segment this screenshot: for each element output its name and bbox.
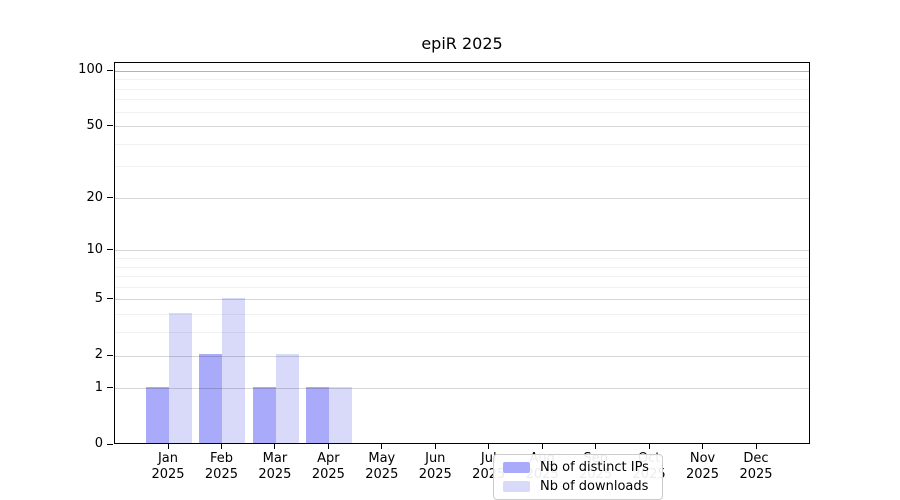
x-tick-dec	[755, 444, 757, 449]
x-tick-year-feb: 2025	[204, 467, 238, 482]
legend-label-downloads: Nb of downloads	[540, 479, 649, 495]
bar-mar-nb-of-downloads	[275, 354, 299, 443]
x-tick-label-apr: Apr 2025	[298, 451, 358, 483]
y-tick-label-5: 5	[94, 290, 103, 306]
x-tick-jul	[488, 444, 490, 449]
legend-label-distinct-ips: Nb of distinct IPs	[540, 459, 649, 475]
bar-feb-nb-of-downloads	[222, 297, 246, 443]
x-tick-nov	[702, 444, 704, 449]
x-tick-year-nov: 2025	[685, 467, 720, 482]
x-tick-label-dec: Dec 2025	[726, 451, 786, 483]
x-tick-label-feb: Feb 2025	[191, 451, 251, 483]
y-tick-label-50: 50	[86, 117, 103, 133]
y-tick-10	[107, 249, 113, 251]
x-tick-apr	[327, 444, 329, 449]
x-tick-year-apr: 2025	[311, 467, 345, 482]
x-tick-year-jun: 2025	[418, 467, 452, 482]
x-tick-mar	[274, 444, 276, 449]
x-tick-label-nov: Nov 2025	[673, 451, 733, 483]
x-tick-feb	[220, 444, 222, 449]
y-tick-20	[107, 197, 113, 199]
bar-apr-nb-of-downloads	[329, 386, 353, 443]
x-tick-may	[381, 444, 383, 449]
x-tick-year-dec: 2025	[739, 467, 773, 482]
y-tick-100	[107, 69, 113, 71]
chart-title: epiR 2025	[421, 34, 503, 53]
y-tick-5	[107, 298, 113, 300]
y-tick-0	[107, 443, 113, 445]
x-tick-month-jul: Jul	[480, 451, 497, 466]
bar-jan-nb-of-downloads	[169, 312, 192, 443]
x-tick-month-jan: Jan	[157, 451, 179, 466]
x-tick-month-feb: Feb	[209, 451, 233, 466]
x-tick-year-jan: 2025	[151, 467, 185, 482]
bar-feb-nb-of-distinct-ips	[199, 354, 223, 443]
x-tick-jun	[434, 444, 436, 449]
y-tick-50	[107, 125, 113, 127]
legend-swatch-downloads	[503, 481, 530, 493]
x-tick-label-jun: Jun 2025	[405, 451, 465, 483]
legend-item-downloads: Nb of downloads	[503, 479, 653, 496]
x-tick-label-jan: Jan 2025	[138, 451, 198, 483]
y-tick-label-20: 20	[86, 189, 103, 205]
x-tick-jan	[167, 444, 169, 449]
y-tick-label-10: 10	[86, 241, 103, 257]
x-tick-aug	[541, 444, 543, 449]
x-tick-sep	[595, 444, 597, 449]
x-tick-label-may: May 2025	[352, 451, 412, 483]
x-tick-month-dec: Dec	[743, 451, 769, 466]
y-tick-label-0: 0	[94, 436, 103, 451]
bar-mar-nb-of-distinct-ips	[252, 386, 276, 443]
y-tick-1	[107, 387, 113, 389]
bar-apr-nb-of-distinct-ips	[306, 386, 330, 443]
x-tick-label-mar: Mar 2025	[245, 451, 305, 483]
x-tick-month-mar: Mar	[262, 451, 288, 466]
plot-area: Nb of distinct IPs Nb of downloads	[114, 62, 810, 500]
x-tick-month-nov: Nov	[689, 451, 716, 466]
legend-swatch-distinct-ips	[503, 461, 530, 473]
y-tick-2	[107, 354, 113, 356]
y-tick-label-100: 100	[78, 62, 103, 78]
x-tick-year-mar: 2025	[258, 467, 292, 482]
legend-item-distinct-ips: Nb of distinct IPs	[503, 459, 653, 476]
x-tick-month-may: May	[368, 451, 396, 466]
y-tick-label-1: 1	[94, 379, 103, 395]
x-tick-month-apr: Apr	[317, 451, 340, 466]
bar-jan-nb-of-distinct-ips	[146, 386, 169, 443]
x-tick-year-may: 2025	[365, 467, 399, 482]
x-tick-oct	[648, 444, 650, 449]
y-tick-label-2: 2	[94, 347, 103, 363]
legend: Nb of distinct IPs Nb of downloads	[493, 454, 663, 500]
x-tick-month-jun: Jun	[425, 451, 446, 466]
bars-layer	[115, 63, 809, 443]
